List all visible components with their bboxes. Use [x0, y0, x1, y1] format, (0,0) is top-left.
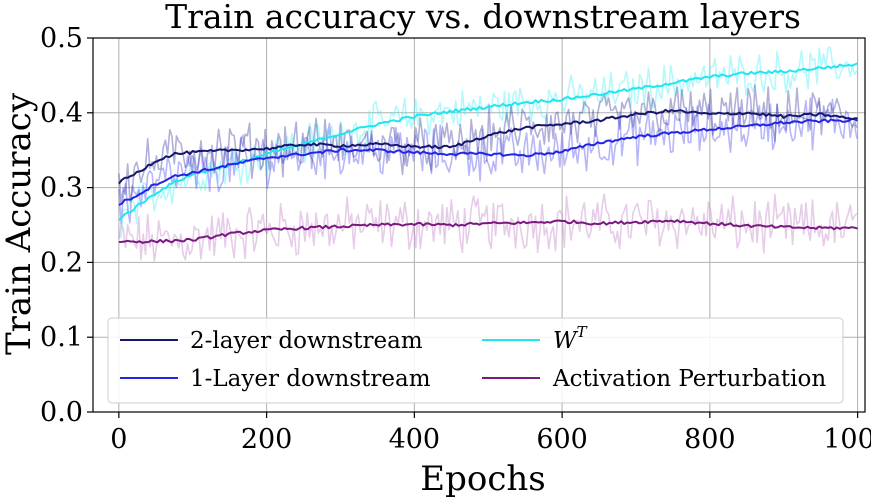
legend-label: 2-layer downstream	[190, 328, 423, 354]
y-tick-label: 0.2	[40, 247, 83, 278]
x-tick-label: 800	[684, 424, 736, 455]
legend-label: WT	[553, 323, 588, 354]
raw-series-line	[118, 97, 858, 225]
x-tick-label: 600	[536, 424, 588, 455]
y-tick-label: 0.0	[40, 397, 83, 428]
y-tick-label: 0.5	[40, 23, 83, 54]
series-line	[118, 219, 858, 244]
plot-frame	[92, 37, 866, 413]
series-line	[118, 108, 858, 185]
series-line	[118, 62, 858, 221]
y-tick-label: 0.3	[40, 173, 83, 204]
legend-entries: 2-layer downstream 1-Layer downstream WT Ac…	[120, 323, 826, 392]
legend-box	[107, 317, 844, 404]
y-axis: 0.0 0.1 0.2 0.3 0.4 0.5	[40, 23, 93, 428]
x-tick-label: 0	[110, 424, 127, 455]
smooth-series	[118, 62, 859, 244]
x-tick-label: 400	[389, 424, 441, 455]
chart-title: Train accuracy vs. downstream layers	[165, 0, 801, 36]
y-tick-label: 0.1	[40, 322, 83, 353]
y-axis-label: Train Accuracy	[0, 92, 39, 355]
raw-series-line	[118, 84, 858, 204]
legend-label: Activation Perturbation	[552, 366, 826, 392]
y-tick-label: 0.4	[40, 98, 83, 129]
series-line	[118, 117, 859, 206]
x-tick-label: 200	[241, 424, 293, 455]
legend-label: 1-Layer downstream	[190, 366, 431, 392]
raw-series-line	[118, 46, 858, 239]
legend: 2-layer downstream 1-Layer downstream WT Ac…	[107, 317, 844, 404]
raw-series-line	[118, 193, 858, 262]
x-axis-label: Epochs	[420, 459, 545, 499]
